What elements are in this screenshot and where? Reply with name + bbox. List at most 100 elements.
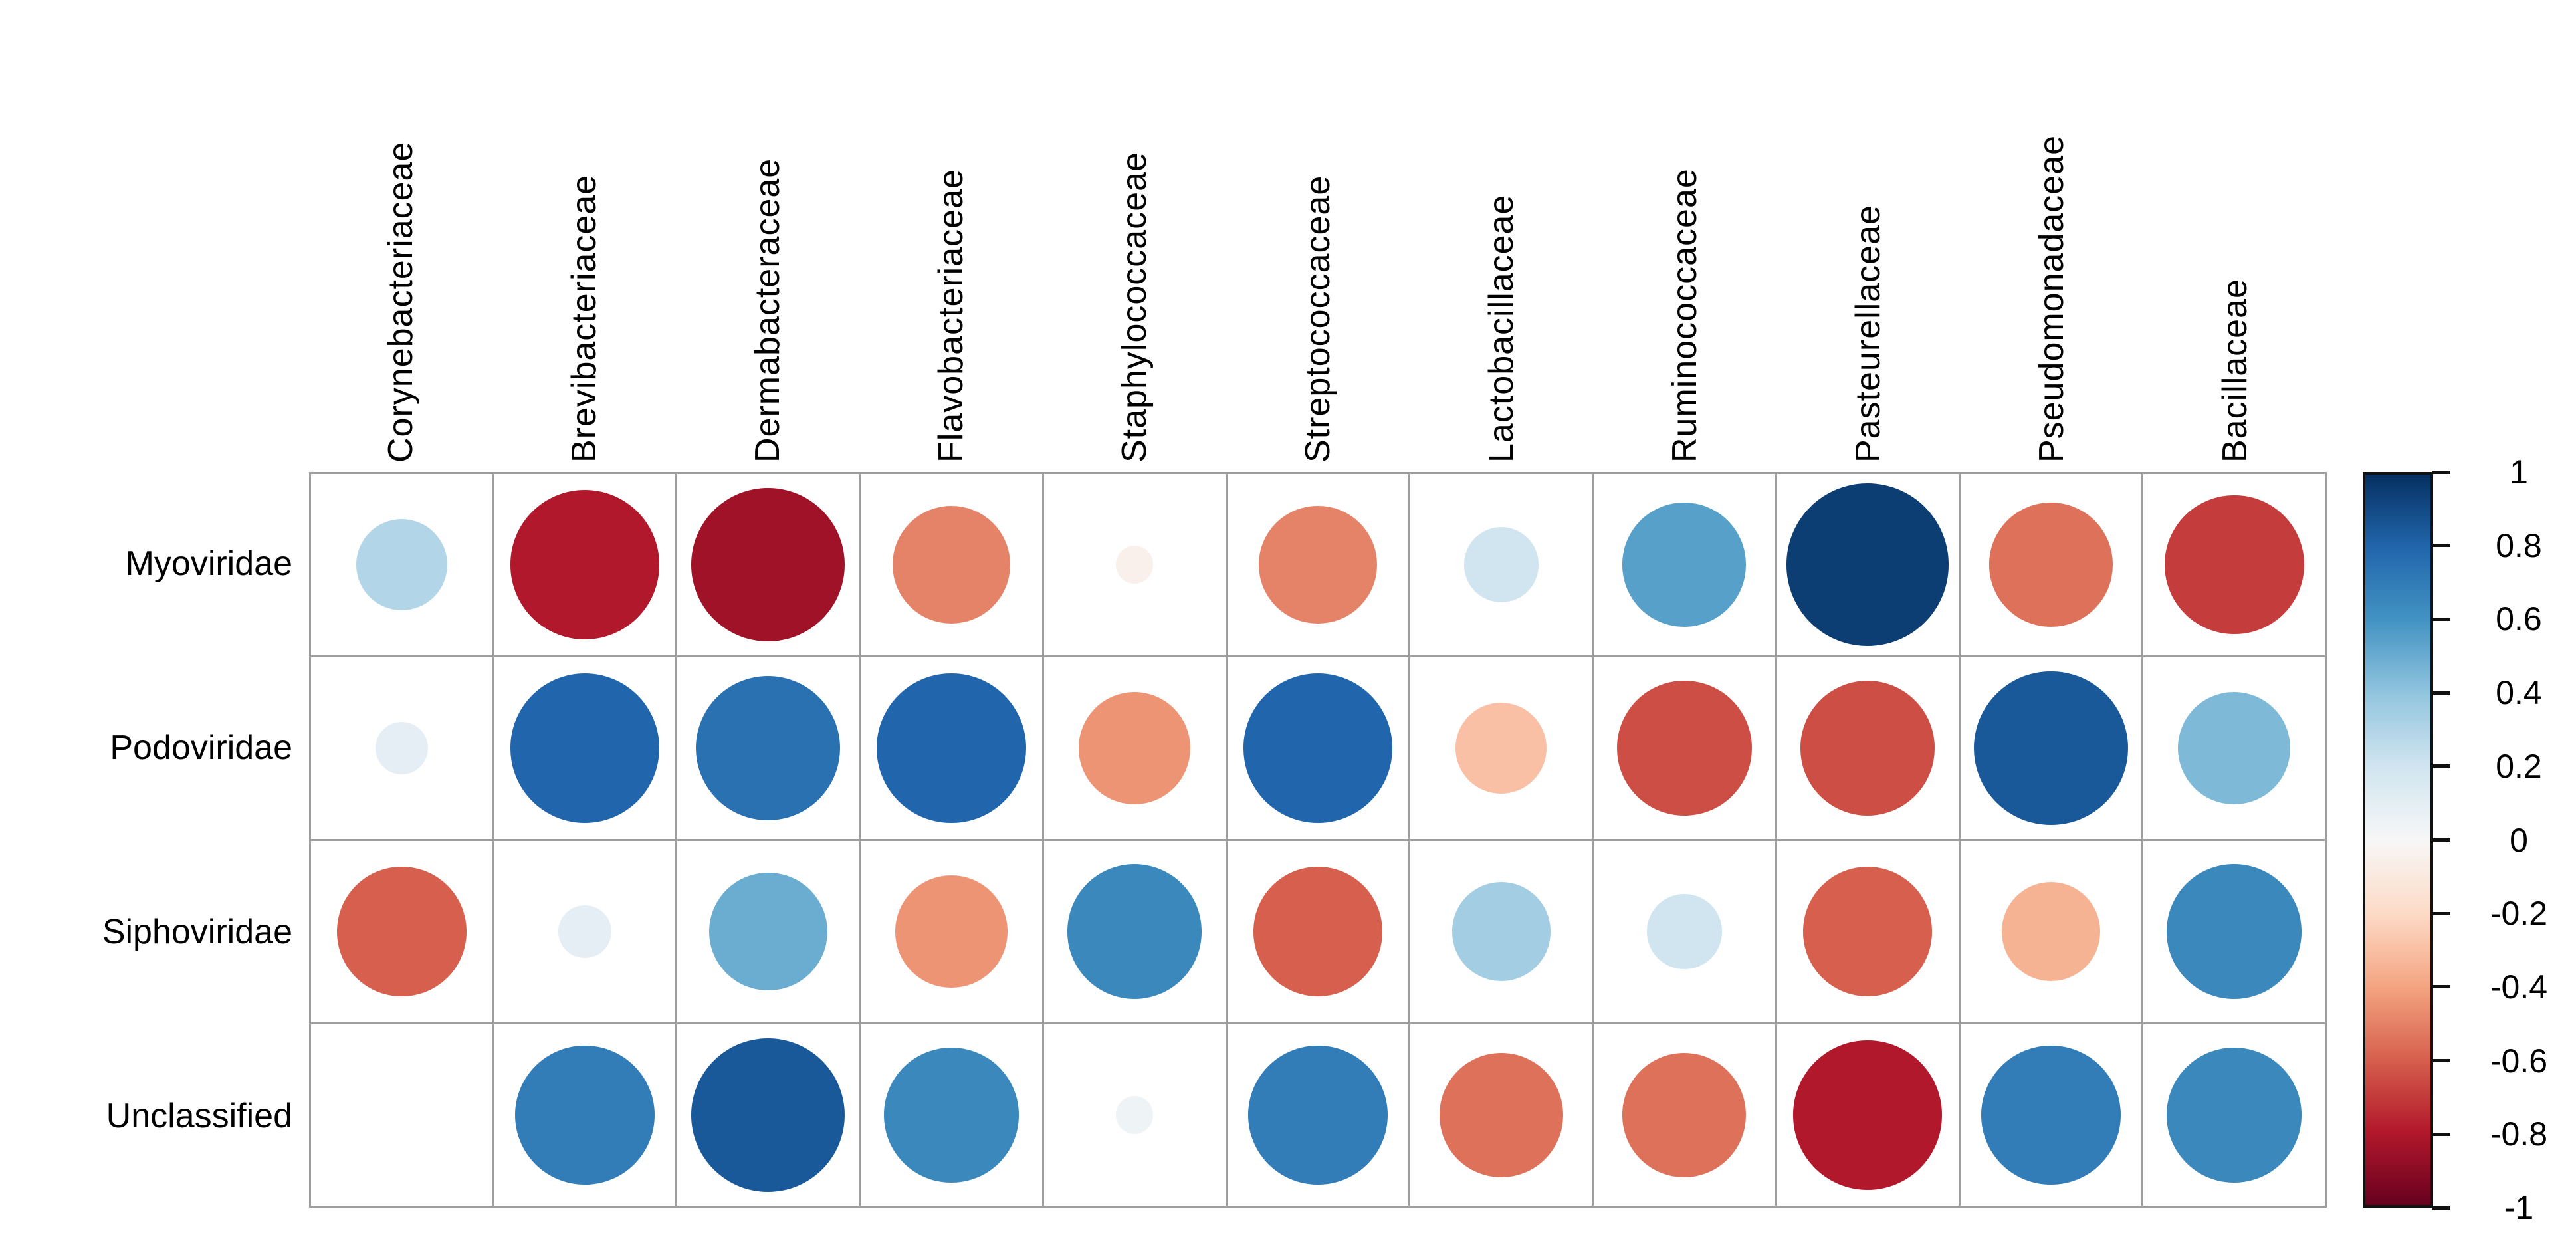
matrix-cell (1410, 1024, 1592, 1206)
matrix-cell (1410, 841, 1592, 1022)
correlation-circle (877, 673, 1026, 823)
correlation-grid (309, 472, 2327, 1208)
colorbar-tick (2432, 470, 2450, 474)
row-label: Siphoviridae (102, 912, 292, 951)
correlation-circle (1439, 1053, 1563, 1177)
colorbar-tick-label: -0.4 (2490, 968, 2548, 1006)
column-label: Pseudomonadaceae (2032, 134, 2071, 463)
correlation-circle (709, 872, 827, 991)
correlation-circle (1463, 527, 1539, 602)
correlation-circle (691, 1038, 845, 1193)
correlation-circle (515, 1045, 655, 1185)
correlation-circle (1988, 503, 2113, 627)
matrix-cell (494, 474, 676, 655)
correlation-circle (1067, 864, 1202, 999)
matrix-cell (2143, 657, 2325, 839)
correlation-circle (1259, 505, 1377, 624)
correlation-circle (1974, 671, 2128, 826)
column-label: Corynebacteriaceae (381, 141, 420, 463)
matrix-cell (311, 474, 492, 655)
column-label: Flavobacteriaceae (932, 169, 970, 463)
correlation-circle (1116, 1096, 1154, 1134)
matrix-cell (2143, 474, 2325, 655)
colorbar-tick-label: -0.6 (2490, 1042, 2548, 1080)
matrix-cell (1594, 474, 1775, 655)
column-label: Ruminococcaceae (1665, 168, 1704, 463)
matrix-cell (1227, 841, 1409, 1022)
matrix-cell (1960, 841, 2142, 1022)
correlation-circle (2001, 882, 2101, 981)
colorbar-tick-label: 1 (2510, 453, 2528, 491)
matrix-cell (1960, 1024, 2142, 1206)
row-label: Podoviridae (110, 729, 292, 768)
matrix-cell (677, 841, 859, 1022)
colorbar-tick-label: -0.2 (2490, 895, 2548, 933)
matrix-cell (311, 657, 492, 839)
correlation-circle (337, 867, 467, 996)
matrix-cell (2143, 841, 2325, 1022)
column-label: Bacillaceae (2216, 279, 2254, 463)
colorbar-tick (2432, 1206, 2450, 1210)
colorbar-tick-label: 0.2 (2496, 747, 2542, 785)
column-label: Dermabacteraceae (748, 158, 787, 463)
colorbar-tick (2432, 838, 2450, 842)
column-label: Streptococcaceae (1299, 175, 1337, 463)
matrix-cell (861, 474, 1042, 655)
matrix-cell (1776, 1024, 1959, 1206)
correlation-circle (375, 721, 429, 775)
matrix-cell (861, 1024, 1042, 1206)
correlation-circle (1116, 546, 1154, 584)
correlation-circle (1622, 1053, 1747, 1177)
correlation-circle (1647, 894, 1722, 969)
colorbar-tick (2432, 1059, 2450, 1063)
row-label: Unclassified (106, 1096, 292, 1135)
correlation-circle (1792, 1040, 1943, 1190)
correlation-circle (1451, 882, 1551, 981)
column-label: Lactobacillaceae (1482, 194, 1521, 463)
matrix-cell (311, 841, 492, 1022)
colorbar-tick-label: 0.4 (2496, 674, 2542, 712)
column-label: Staphylococcaceae (1115, 152, 1154, 463)
colorbar-tick-label: 0.8 (2496, 526, 2542, 564)
matrix-cell (1594, 841, 1775, 1022)
matrix-cell (1227, 1024, 1409, 1206)
colorbar-tick-label: -1 (2504, 1189, 2534, 1226)
correlation-circle (1079, 692, 1191, 804)
correlation-circle (356, 518, 448, 611)
matrix-cell (1227, 657, 1409, 839)
correlation-circle (1786, 483, 1949, 646)
correlation-circle (1803, 867, 1933, 996)
correlation-circle (2167, 1048, 2302, 1183)
matrix-cell (494, 657, 676, 839)
matrix-cell (1043, 657, 1226, 839)
correlation-circle (1253, 867, 1383, 996)
correlation-circle (892, 505, 1011, 624)
correlation-circle (1243, 673, 1393, 823)
colorbar-tick (2432, 985, 2450, 989)
matrix-cell (677, 657, 859, 839)
correlation-circle (895, 875, 1008, 988)
column-label: Pasteurellaceae (1849, 205, 1887, 463)
correlation-circle (696, 675, 841, 821)
correlation-circle (510, 490, 660, 639)
matrix-cell (677, 1024, 859, 1206)
matrix-cell (1960, 474, 2142, 655)
matrix-cell (311, 1024, 492, 1206)
colorbar-tick (2432, 911, 2450, 915)
matrix-cell (1043, 841, 1226, 1022)
row-label: Myoviridae (125, 544, 292, 584)
colorbar-tick-label: 0 (2510, 821, 2528, 859)
colorbar-tick-label: 0.6 (2496, 600, 2542, 638)
correlation-circle (558, 905, 611, 959)
matrix-cell (1410, 474, 1592, 655)
matrix-cell (1960, 657, 2142, 839)
matrix-cell (1594, 657, 1775, 839)
matrix-cell (677, 474, 859, 655)
column-label: Brevibacteriaceae (565, 174, 603, 463)
correlation-circle (2164, 495, 2304, 635)
correlation-circle (2167, 864, 2302, 999)
matrix-cell (861, 841, 1042, 1022)
matrix-cell (2143, 1024, 2325, 1206)
correlation-circle (1455, 702, 1547, 794)
